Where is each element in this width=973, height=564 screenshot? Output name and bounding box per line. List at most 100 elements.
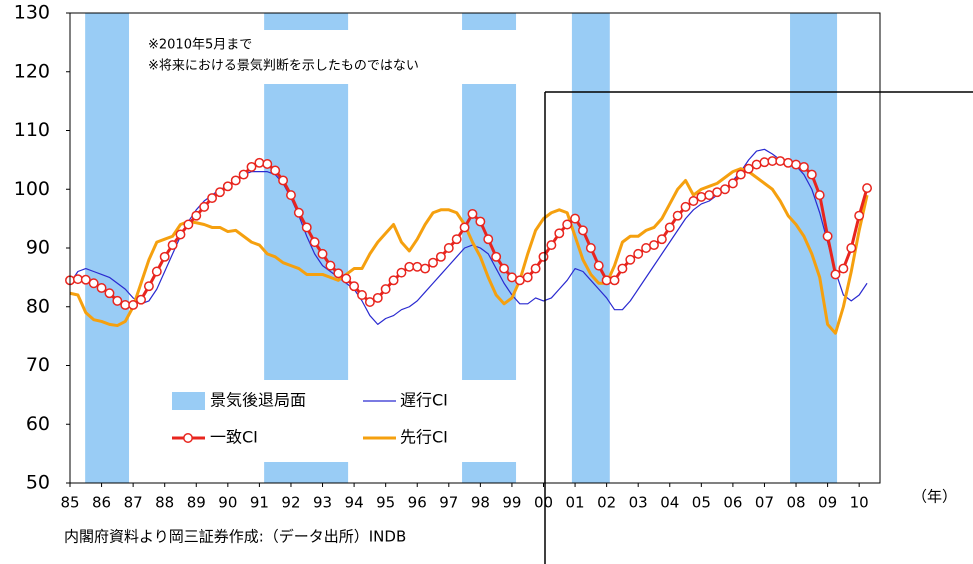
data-point <box>720 184 730 195</box>
data-point <box>625 254 636 265</box>
data-point <box>112 295 123 306</box>
data-point <box>293 207 304 218</box>
x-tick-label: 01 <box>566 494 585 512</box>
data-point <box>317 248 328 259</box>
legend-box <box>163 380 545 462</box>
data-point <box>562 219 573 230</box>
recession-band <box>85 13 130 483</box>
data-point <box>696 191 707 202</box>
data-point <box>609 275 620 286</box>
x-tick-label: 00 <box>534 494 553 512</box>
data-point <box>159 251 170 262</box>
source: 内閣府資料より岡三証券作成:（データ出所）INDB <box>64 528 406 546</box>
data-point <box>222 181 233 192</box>
annotation: ※将来における景気判断を示したものではない <box>148 58 419 74</box>
data-point <box>585 243 596 253</box>
data-point <box>530 263 541 274</box>
data-point <box>688 196 699 206</box>
data-point <box>775 156 786 167</box>
y-tick-label: 80 <box>26 295 50 317</box>
x-tick-label: 03 <box>629 494 648 512</box>
data-point <box>467 208 478 219</box>
data-point <box>88 278 99 289</box>
x-tick-label: 93 <box>313 494 332 512</box>
x-tick-label: 06 <box>723 494 742 512</box>
data-point <box>459 222 470 233</box>
legend-swatch <box>183 433 193 443</box>
data-point <box>672 210 683 221</box>
data-point <box>309 237 320 248</box>
y-tick-label: 120 <box>14 60 50 82</box>
data-point <box>601 275 612 286</box>
x-axis-unit: （年） <box>912 488 957 506</box>
data-point <box>72 274 83 285</box>
data-point <box>175 229 186 240</box>
x-tick-label: 98 <box>471 494 490 512</box>
x-tick-label: 91 <box>250 494 269 512</box>
data-point <box>641 243 652 253</box>
data-point <box>183 219 194 230</box>
data-point <box>357 290 367 300</box>
x-tick-label: 96 <box>408 494 427 512</box>
data-point <box>325 260 336 271</box>
legend-label: 一致CI <box>210 428 258 447</box>
data-point <box>570 213 581 224</box>
data-point <box>238 169 249 180</box>
x-tick-label: 09 <box>818 494 837 512</box>
data-point <box>546 240 557 251</box>
data-point <box>207 193 217 204</box>
y-tick-label: 110 <box>14 119 50 141</box>
data-point <box>649 240 659 251</box>
data-point <box>822 231 833 242</box>
data-point <box>246 161 257 172</box>
data-point <box>128 300 139 310</box>
data-point <box>514 275 525 286</box>
data-point <box>538 251 549 262</box>
data-point <box>798 161 809 172</box>
data-point <box>96 283 107 293</box>
x-tick-label: 87 <box>124 494 143 512</box>
y-tick-label: 50 <box>26 472 50 494</box>
data-point <box>862 183 873 194</box>
data-point <box>262 159 273 169</box>
x-tick-label: 97 <box>439 494 458 512</box>
data-point <box>388 275 399 286</box>
data-point <box>783 157 794 168</box>
data-point <box>278 175 289 186</box>
data-point <box>830 269 841 280</box>
x-tick-label: 88 <box>155 494 174 512</box>
data-point <box>341 273 352 284</box>
x-tick-label: 99 <box>502 494 521 512</box>
data-point <box>396 267 407 278</box>
x-tick-label: 90 <box>218 494 237 512</box>
data-point <box>743 163 754 174</box>
data-point <box>214 187 225 198</box>
data-point <box>712 187 723 198</box>
data-point <box>680 201 691 212</box>
annotation: ※2010年5月まで <box>148 38 252 53</box>
data-point <box>404 261 415 272</box>
data-point <box>838 263 849 274</box>
data-point <box>167 240 178 251</box>
data-point <box>499 263 509 274</box>
x-tick-label: 89 <box>187 494 206 512</box>
data-point <box>270 165 281 176</box>
x-tick-label: 92 <box>281 494 300 512</box>
data-point <box>578 225 588 236</box>
data-point <box>364 297 375 307</box>
data-point <box>254 157 265 168</box>
data-point <box>554 228 565 239</box>
data-point <box>286 190 296 201</box>
legend-label: 景気後退局面 <box>210 391 306 410</box>
data-point <box>120 300 131 310</box>
x-tick-label: 95 <box>376 494 395 512</box>
data-point <box>854 210 865 221</box>
data-point <box>814 190 825 201</box>
data-point <box>451 234 462 245</box>
y-tick-label: 70 <box>26 354 50 376</box>
data-point <box>617 263 628 274</box>
data-point <box>633 248 644 259</box>
x-tick-label: 04 <box>660 494 679 512</box>
data-point <box>372 292 383 303</box>
data-point <box>491 251 502 262</box>
